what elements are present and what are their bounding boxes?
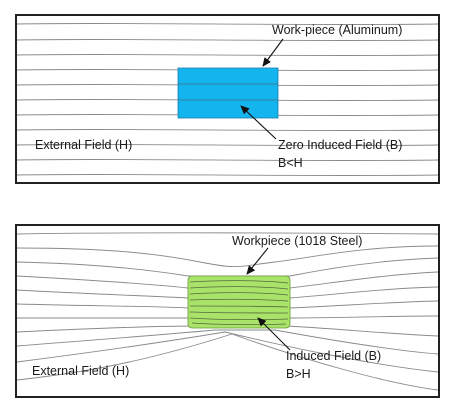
aluminum-workpiece	[178, 68, 278, 118]
induced-field-pointer-arrow	[257, 317, 291, 351]
steel-workpiece	[187, 275, 291, 329]
bottom-workpiece	[187, 275, 291, 329]
induced-field-label: Zero Induced Field (B)	[278, 138, 402, 152]
external-field-label: External Field (H)	[32, 364, 129, 378]
induced-field-lines	[189, 280, 289, 326]
workpiece-outline	[177, 67, 279, 119]
external-field-label: External Field (H)	[35, 138, 132, 152]
workpiece-label: Workpiece (1018 Steel)	[232, 234, 362, 248]
bottom-panel: Workpiece (1018 Steel) External Field (H…	[15, 224, 440, 398]
top-workpiece	[177, 67, 279, 119]
workpiece-pointer-arrow	[246, 247, 269, 275]
induced-field-pointer-arrow	[240, 105, 277, 140]
field-relation-label: B<H	[278, 156, 303, 170]
bottom-panel-frame	[15, 224, 440, 398]
top-panel: Work-piece (Aluminum) External Field (H)…	[15, 14, 440, 184]
top-field-lines	[16, 22, 439, 177]
workpiece-pointer-arrow	[262, 38, 284, 67]
workpiece-label: Work-piece (Aluminum)	[272, 23, 402, 37]
induced-field-label: Induced Field (B)	[286, 349, 381, 363]
field-relation-label: B>H	[286, 367, 311, 381]
